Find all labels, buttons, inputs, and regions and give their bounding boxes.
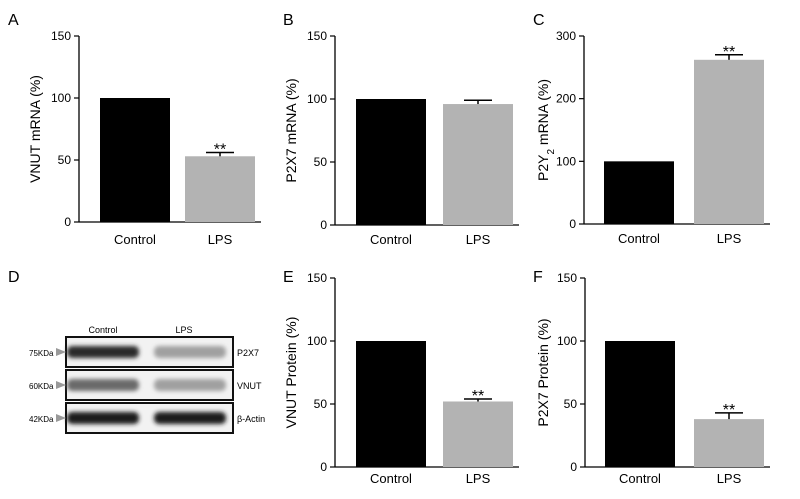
bar-chart-panel-a: 0 50 100 150 VNUT mRNA (%) Control ** LPS <box>27 29 261 247</box>
panel-letter: B <box>283 12 294 29</box>
y-tick-label: 0 <box>570 460 577 474</box>
category-label: Control <box>370 471 412 486</box>
bar-lps <box>443 401 513 467</box>
bar-chart-panel-f: 0 50 100 150 P2X7 Protein (%) Control ** LPS <box>535 271 770 486</box>
y-tick-label: 150 <box>307 271 327 285</box>
category-label: LPS <box>717 231 742 246</box>
bar-lps <box>694 419 764 467</box>
category-label: LPS <box>717 471 742 486</box>
panel-letter: F <box>533 269 543 286</box>
y-axis-label: VNUT Protein (%) <box>283 317 299 429</box>
bar-lps <box>185 156 255 222</box>
y-tick-label: 100 <box>557 334 577 348</box>
y-tick-label: 150 <box>51 29 71 43</box>
y-tick-label: 0 <box>320 218 327 232</box>
y-tick-label: 100 <box>307 334 327 348</box>
category-label: Control <box>114 232 156 247</box>
category-label: Control <box>618 231 660 246</box>
protein-label: VNUT <box>237 381 262 391</box>
significance-marker: ** <box>723 44 735 61</box>
significance-marker: ** <box>472 388 484 405</box>
y-tick-label: 200 <box>556 92 576 106</box>
marker-arrow <box>56 348 66 356</box>
blot-band <box>67 379 139 391</box>
y-tick-label: 0 <box>569 217 576 231</box>
blot-band <box>154 379 226 391</box>
bar-control <box>356 341 426 467</box>
bar-control <box>356 99 426 225</box>
y-tick-label: 100 <box>556 154 576 168</box>
y-tick-label: 150 <box>307 29 327 43</box>
bar-control <box>100 98 170 222</box>
category-label: Control <box>619 471 661 486</box>
y-tick-label: 50 <box>58 153 72 167</box>
protein-label: β-Actin <box>237 414 265 424</box>
category-label: LPS <box>208 232 233 247</box>
bar-lps <box>694 59 764 225</box>
bar-panels: 0 50 100 150 VNUT mRNA (%) Control ** LPS 0 50 100… <box>27 29 770 486</box>
significance-marker: ** <box>723 402 735 419</box>
bar-lps <box>443 104 513 225</box>
y-tick-label: 0 <box>320 460 327 474</box>
y-axis-label: VNUT mRNA (%) <box>27 75 43 183</box>
bar-control <box>605 341 675 467</box>
bar-chart-panel-c: 0 100 200 300 P2Y2 mRNA (%) Control ** LPS <box>535 29 770 246</box>
y-tick-label: 50 <box>314 397 328 411</box>
y-tick-label: 100 <box>51 91 71 105</box>
protein-label: P2X7 <box>237 348 259 358</box>
y-axis-label: P2Y2 mRNA (%) <box>535 79 557 181</box>
marker-arrow <box>56 381 66 389</box>
significance-marker: ** <box>214 142 226 159</box>
marker-arrow <box>56 414 66 422</box>
panel-letter: D <box>8 269 20 286</box>
y-tick-label: 50 <box>314 155 328 169</box>
lane-label: LPS <box>175 325 192 335</box>
category-label: Control <box>370 232 412 247</box>
bar-chart-panel-e: 0 50 100 150 VNUT Protein (%) Control ** LPS <box>283 271 519 486</box>
panel-letter: A <box>8 12 19 29</box>
y-tick-label: 50 <box>564 397 578 411</box>
western-blot: Control LPS 75KDa P2X7 60KDa VNUT 42KDa β-Actin <box>29 325 265 434</box>
y-axis-label: P2X7 mRNA (%) <box>283 78 299 182</box>
size-marker: 75KDa <box>29 349 54 358</box>
bar-chart-panel-b: 0 50 100 150 P2X7 mRNA (%) Control LPS <box>283 29 519 247</box>
y-tick-label: 150 <box>557 271 577 285</box>
bar-control <box>604 161 674 224</box>
y-tick-label: 100 <box>307 92 327 106</box>
lane-label: Control <box>88 325 117 335</box>
blot-band <box>154 346 226 358</box>
blot-band <box>67 346 139 358</box>
panel-letter: C <box>533 12 545 29</box>
panel-letter: E <box>283 269 294 286</box>
blot-band <box>154 412 226 424</box>
size-marker: 42KDa <box>29 415 54 424</box>
blot-band <box>67 412 139 424</box>
category-label: LPS <box>466 232 491 247</box>
category-label: LPS <box>466 471 491 486</box>
y-tick-label: 300 <box>556 29 576 43</box>
y-axis-label: P2X7 Protein (%) <box>535 318 551 426</box>
y-tick-label: 0 <box>64 215 71 229</box>
size-marker: 60KDa <box>29 382 54 391</box>
